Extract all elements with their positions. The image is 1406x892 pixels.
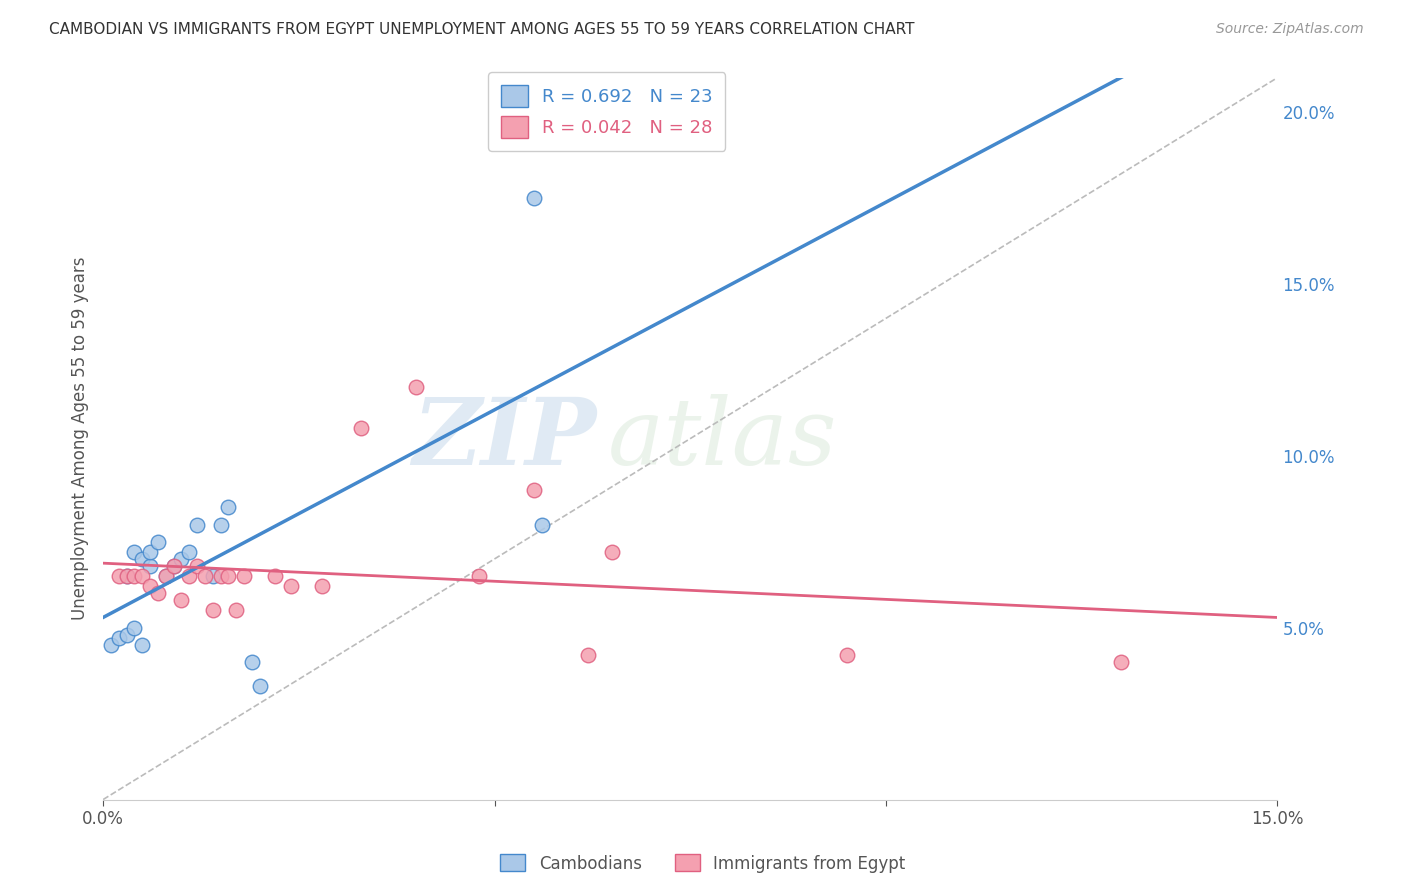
Point: [209, 517, 232, 532]
Point: [405, 380, 427, 394]
Text: ZIP: ZIP: [412, 393, 596, 483]
Point: [139, 579, 162, 593]
Point: [155, 569, 177, 583]
Point: [124, 545, 146, 559]
Point: [186, 517, 208, 532]
Point: [115, 569, 138, 583]
Point: [600, 545, 623, 559]
Point: [146, 534, 169, 549]
Point: [240, 655, 263, 669]
Point: [139, 558, 162, 573]
Point: [249, 679, 271, 693]
Point: [131, 638, 153, 652]
Point: [194, 569, 217, 583]
Point: [578, 648, 600, 662]
Point: [179, 545, 201, 559]
Point: [131, 569, 153, 583]
Point: [835, 648, 858, 662]
Point: [217, 500, 239, 515]
Point: [225, 603, 247, 617]
Point: [146, 586, 169, 600]
Text: atlas: atlas: [607, 393, 838, 483]
Point: [139, 545, 162, 559]
Text: Source: ZipAtlas.com: Source: ZipAtlas.com: [1216, 22, 1364, 37]
Point: [115, 627, 138, 641]
Point: [311, 579, 333, 593]
Point: [233, 569, 256, 583]
Point: [124, 569, 146, 583]
Point: [107, 569, 129, 583]
Point: [131, 552, 153, 566]
Point: [124, 621, 146, 635]
Point: [523, 191, 546, 205]
Point: [523, 483, 546, 498]
Point: [264, 569, 287, 583]
Legend: R = 0.692   N = 23, R = 0.042   N = 28: R = 0.692 N = 23, R = 0.042 N = 28: [488, 72, 725, 151]
Point: [170, 552, 193, 566]
Point: [530, 517, 553, 532]
Point: [179, 569, 201, 583]
Point: [280, 579, 302, 593]
Point: [115, 569, 138, 583]
Point: [162, 558, 184, 573]
Point: [186, 558, 208, 573]
Point: [162, 558, 184, 573]
Point: [100, 638, 122, 652]
Y-axis label: Unemployment Among Ages 55 to 59 years: Unemployment Among Ages 55 to 59 years: [72, 257, 89, 620]
Point: [201, 603, 224, 617]
Point: [1109, 655, 1132, 669]
Point: [350, 421, 373, 435]
Point: [217, 569, 239, 583]
Point: [107, 631, 129, 645]
Point: [468, 569, 491, 583]
Point: [170, 593, 193, 607]
Point: [201, 569, 224, 583]
Point: [209, 569, 232, 583]
Point: [155, 569, 177, 583]
Legend: Cambodians, Immigrants from Egypt: Cambodians, Immigrants from Egypt: [494, 847, 912, 880]
Text: CAMBODIAN VS IMMIGRANTS FROM EGYPT UNEMPLOYMENT AMONG AGES 55 TO 59 YEARS CORREL: CAMBODIAN VS IMMIGRANTS FROM EGYPT UNEMP…: [49, 22, 915, 37]
